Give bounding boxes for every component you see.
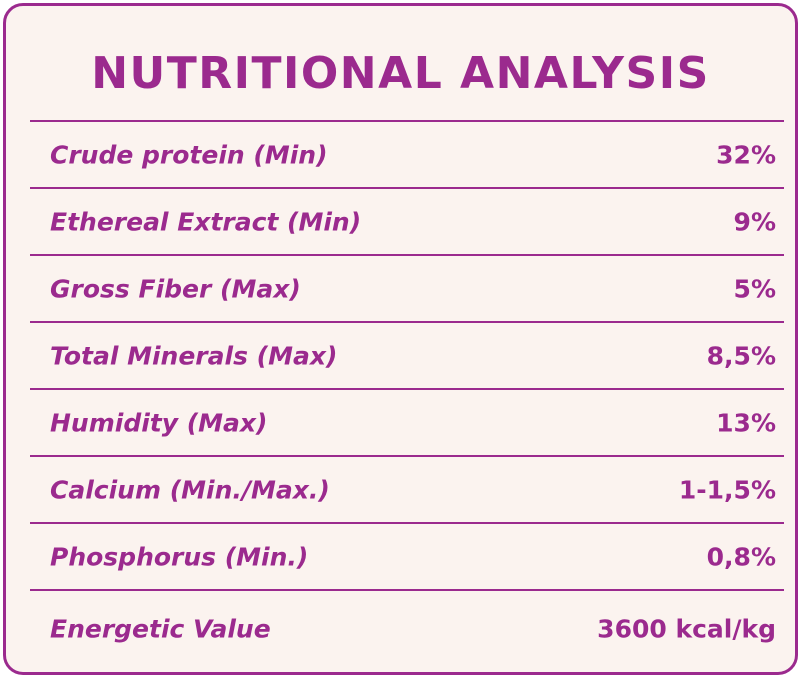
table-row: Energetic Value 3600 kcal/kg	[30, 589, 784, 667]
row-value: 32%	[716, 140, 776, 169]
row-label: Total Minerals (Max)	[50, 341, 338, 370]
row-value: 3600 kcal/kg	[597, 614, 776, 644]
row-label: Calcium (Min./Max.)	[50, 475, 330, 504]
table-row: Phosphorus (Min.) 0,8%	[30, 522, 784, 589]
row-value: 5%	[733, 274, 776, 303]
row-label: Crude protein (Min)	[50, 140, 328, 169]
table-row: Humidity (Max) 13%	[30, 388, 784, 455]
nutrition-panel: NUTRITIONAL ANALYSIS Crude protein (Min)…	[3, 3, 798, 675]
row-label: Phosphorus (Min.)	[50, 542, 309, 571]
table-row: Crude protein (Min) 32%	[30, 120, 784, 187]
row-value: 9%	[733, 207, 776, 236]
table-row: Calcium (Min./Max.) 1-1,5%	[30, 455, 784, 522]
row-label: Gross Fiber (Max)	[50, 274, 301, 303]
row-value: 8,5%	[706, 341, 776, 370]
row-value: 13%	[716, 408, 776, 437]
row-label: Ethereal Extract (Min)	[50, 207, 362, 236]
table-row: Gross Fiber (Max) 5%	[30, 254, 784, 321]
row-label: Humidity (Max)	[50, 408, 268, 437]
row-label: Energetic Value	[50, 614, 271, 644]
table-row: Ethereal Extract (Min) 9%	[30, 187, 784, 254]
panel-title: NUTRITIONAL ANALYSIS	[91, 48, 710, 99]
nutrition-table: Crude protein (Min) 32% Ethereal Extract…	[30, 120, 784, 667]
table-row: Total Minerals (Max) 8,5%	[30, 321, 784, 388]
row-value: 1-1,5%	[678, 475, 776, 504]
row-value: 0,8%	[706, 542, 776, 571]
